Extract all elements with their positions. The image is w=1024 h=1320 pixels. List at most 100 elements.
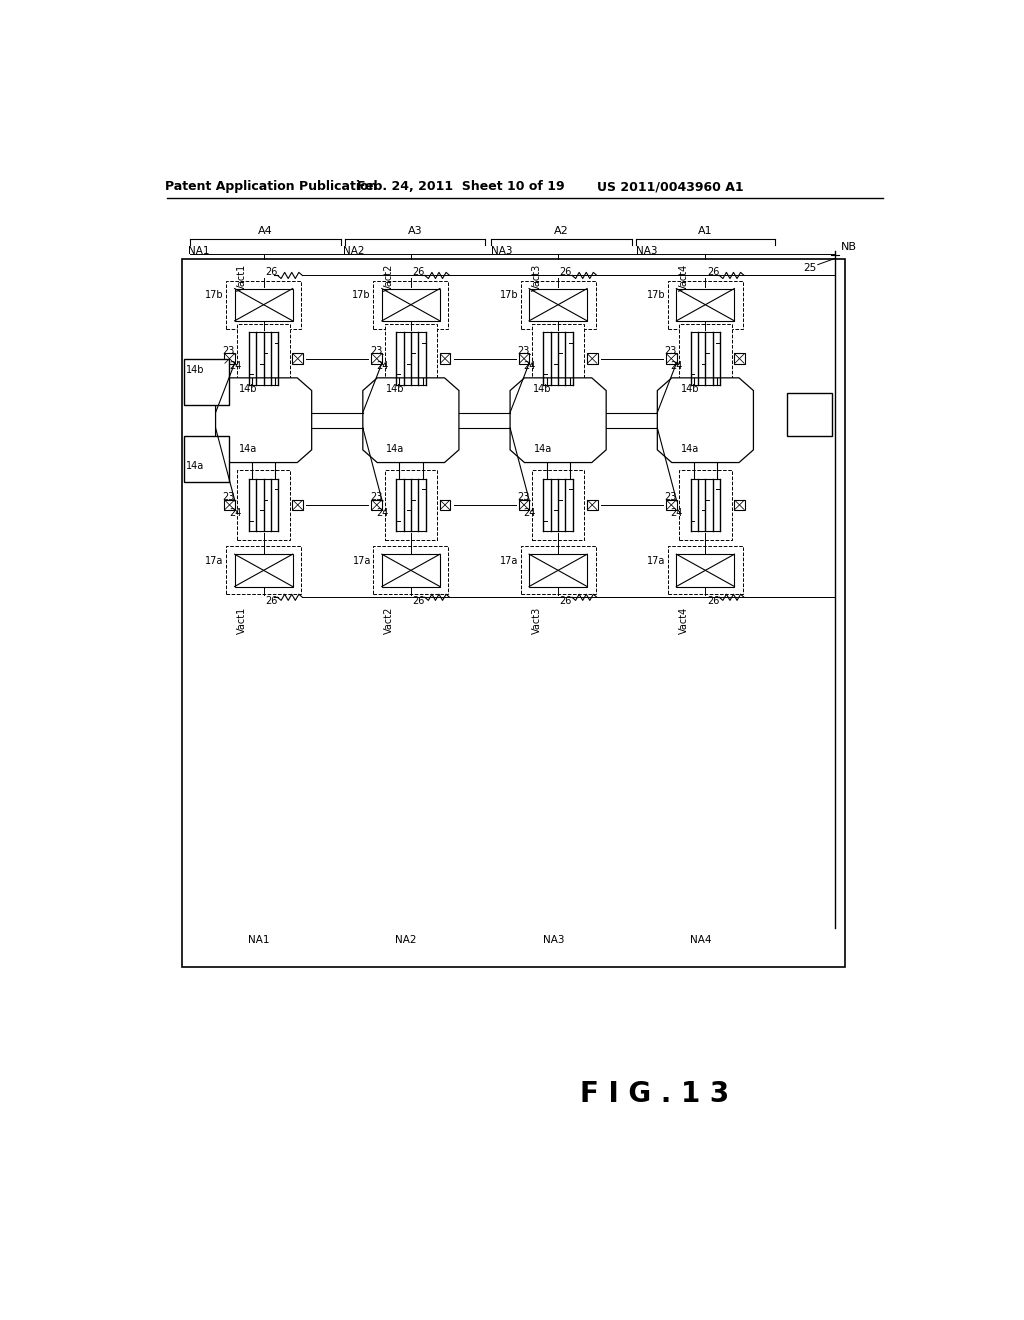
Text: 24: 24 xyxy=(228,508,241,517)
Text: Vact1: Vact1 xyxy=(237,264,247,292)
Text: Vact2: Vact2 xyxy=(384,264,394,292)
Text: 24: 24 xyxy=(523,362,536,371)
Text: Vact4: Vact4 xyxy=(679,264,689,292)
Bar xyxy=(786,393,831,436)
Text: 26: 26 xyxy=(413,597,425,606)
Text: 25: 25 xyxy=(804,263,816,273)
Bar xyxy=(734,499,744,511)
Bar xyxy=(382,289,440,321)
Bar xyxy=(520,281,596,329)
Text: 26: 26 xyxy=(265,267,278,277)
Text: A2: A2 xyxy=(554,226,568,236)
Bar xyxy=(668,546,743,594)
Bar xyxy=(666,354,677,364)
Bar xyxy=(439,354,451,364)
Text: 17a: 17a xyxy=(352,556,371,566)
Bar xyxy=(587,499,598,511)
Bar xyxy=(183,359,228,405)
Bar xyxy=(182,259,845,966)
Text: 14a: 14a xyxy=(186,462,205,471)
Text: NA1: NA1 xyxy=(188,246,210,256)
Text: 14a: 14a xyxy=(681,445,699,454)
Polygon shape xyxy=(362,378,459,462)
Polygon shape xyxy=(510,378,606,462)
Bar xyxy=(238,323,290,393)
Text: Vact3: Vact3 xyxy=(531,607,542,634)
Text: 23: 23 xyxy=(665,492,677,502)
Text: A4: A4 xyxy=(258,226,273,236)
Text: NA3: NA3 xyxy=(543,935,564,945)
Text: 14a: 14a xyxy=(240,445,257,454)
Text: 23: 23 xyxy=(222,492,234,502)
Text: NA4: NA4 xyxy=(690,935,712,945)
Bar xyxy=(734,354,744,364)
Bar xyxy=(374,281,449,329)
Bar xyxy=(385,323,437,393)
Text: 14b: 14b xyxy=(186,366,205,375)
Text: 23: 23 xyxy=(517,492,529,502)
Bar xyxy=(679,470,732,540)
Text: 23: 23 xyxy=(370,346,382,356)
Bar xyxy=(385,470,437,540)
Text: 17b: 17b xyxy=(352,290,371,301)
Text: Patent Application Publication: Patent Application Publication xyxy=(165,181,378,194)
Bar xyxy=(679,323,732,393)
Bar xyxy=(372,354,382,364)
Text: Feb. 24, 2011  Sheet 10 of 19: Feb. 24, 2011 Sheet 10 of 19 xyxy=(357,181,565,194)
Text: 17a: 17a xyxy=(647,556,666,566)
Bar xyxy=(226,546,301,594)
Bar xyxy=(238,470,290,540)
Text: NA2: NA2 xyxy=(343,246,365,256)
Text: Vact1: Vact1 xyxy=(237,607,247,634)
Bar xyxy=(676,554,734,586)
Polygon shape xyxy=(657,378,754,462)
Text: 26: 26 xyxy=(560,267,572,277)
Text: 24: 24 xyxy=(376,508,388,517)
Text: 26: 26 xyxy=(707,267,719,277)
Text: A1: A1 xyxy=(698,226,713,236)
Bar xyxy=(372,499,382,511)
Bar xyxy=(439,499,451,511)
Text: 14a: 14a xyxy=(386,445,404,454)
Text: A3: A3 xyxy=(408,226,422,236)
Text: NA2: NA2 xyxy=(395,935,417,945)
Bar xyxy=(529,554,587,586)
Text: Vact3: Vact3 xyxy=(531,264,542,292)
Text: 23: 23 xyxy=(517,346,529,356)
Text: 14b: 14b xyxy=(534,384,552,395)
Text: 24: 24 xyxy=(376,362,388,371)
Text: 14b: 14b xyxy=(386,384,404,395)
Bar xyxy=(520,546,596,594)
Text: 23: 23 xyxy=(665,346,677,356)
Text: 17b: 17b xyxy=(205,290,223,301)
Text: NA3: NA3 xyxy=(636,246,657,256)
Bar xyxy=(531,323,585,393)
Text: 26: 26 xyxy=(707,597,719,606)
Text: US 2011/0043960 A1: US 2011/0043960 A1 xyxy=(597,181,743,194)
Text: NA3: NA3 xyxy=(490,246,512,256)
Text: 24: 24 xyxy=(523,508,536,517)
Bar xyxy=(224,499,234,511)
Text: NA1: NA1 xyxy=(248,935,269,945)
Bar xyxy=(518,499,529,511)
Bar xyxy=(587,354,598,364)
Bar xyxy=(224,354,234,364)
Text: 24: 24 xyxy=(671,362,683,371)
Text: 14b: 14b xyxy=(681,384,699,395)
Text: 23: 23 xyxy=(222,346,234,356)
Bar xyxy=(382,554,440,586)
Bar xyxy=(518,354,529,364)
Text: 14b: 14b xyxy=(239,384,257,395)
Text: 17b: 17b xyxy=(647,290,666,301)
Bar xyxy=(292,499,303,511)
Text: 26: 26 xyxy=(413,267,425,277)
Bar xyxy=(183,436,228,482)
Text: 23: 23 xyxy=(370,492,382,502)
Text: F I G . 1 3: F I G . 1 3 xyxy=(581,1080,730,1107)
Text: 24: 24 xyxy=(671,508,683,517)
Bar xyxy=(529,289,587,321)
Bar xyxy=(668,281,743,329)
Text: 17a: 17a xyxy=(500,556,518,566)
Bar xyxy=(234,289,293,321)
Bar xyxy=(292,354,303,364)
